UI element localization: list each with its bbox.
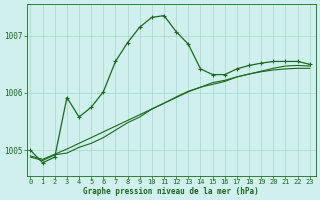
X-axis label: Graphe pression niveau de la mer (hPa): Graphe pression niveau de la mer (hPa) [84, 187, 259, 196]
